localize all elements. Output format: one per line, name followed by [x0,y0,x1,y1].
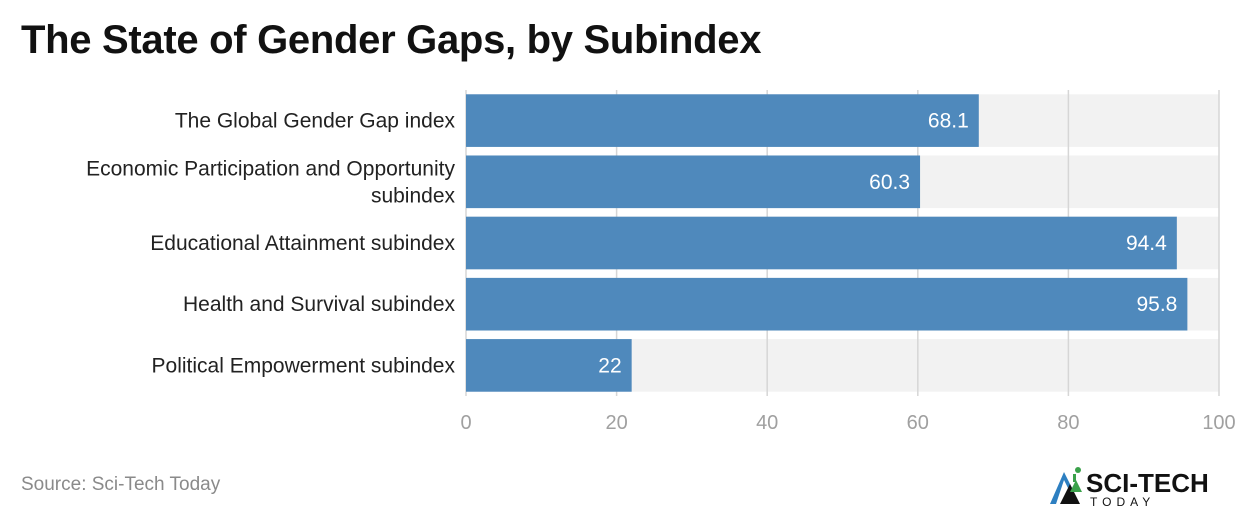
category-label: Health and Survival subindex [183,293,455,316]
x-tick-label: 80 [1057,412,1079,434]
source-note: Source: Sci-Tech Today [21,474,221,495]
brand-logo: SCI-TECH TODAY [1050,467,1209,509]
bar [466,277,1188,331]
x-tick-label: 0 [460,412,471,434]
chart-title: The State of Gender Gaps, by Subindex [21,18,762,62]
mountain-tech-logo-icon [1050,467,1082,504]
bar [466,216,1177,270]
x-tick-label: 60 [907,412,929,434]
data-label: 94.4 [1126,232,1167,255]
bar [466,94,979,147]
bar [466,339,632,392]
data-label: 60.3 [869,171,910,194]
category-label: Educational Attainment subindex [150,232,455,255]
x-tick-label: 40 [756,412,778,434]
category-labels: The Global Gender Gap index Economic Part… [86,110,455,378]
x-tick-label: 20 [605,412,627,434]
bar [466,155,921,209]
brand-name: SCI-TECH [1086,468,1209,498]
data-label: 68.1 [928,110,969,133]
bars [466,94,1188,392]
category-label: Economic Participation and Opportunity su… [86,157,455,207]
category-label: Political Empowerment subindex [152,354,456,377]
x-tick-label: 100 [1202,412,1235,434]
data-label: 95.8 [1136,293,1177,316]
brand-tagline: TODAY [1090,495,1155,509]
bar-chart: 68.1 60.3 94.4 95.8 22 The Global Gender Gap… [86,90,1236,434]
category-label: The Global Gender Gap index [175,110,456,133]
data-label: 22 [598,354,621,377]
x-axis-ticks: 0 20 40 60 80 100 [460,412,1235,434]
data-labels: 68.1 60.3 94.4 95.8 22 [598,110,1177,378]
